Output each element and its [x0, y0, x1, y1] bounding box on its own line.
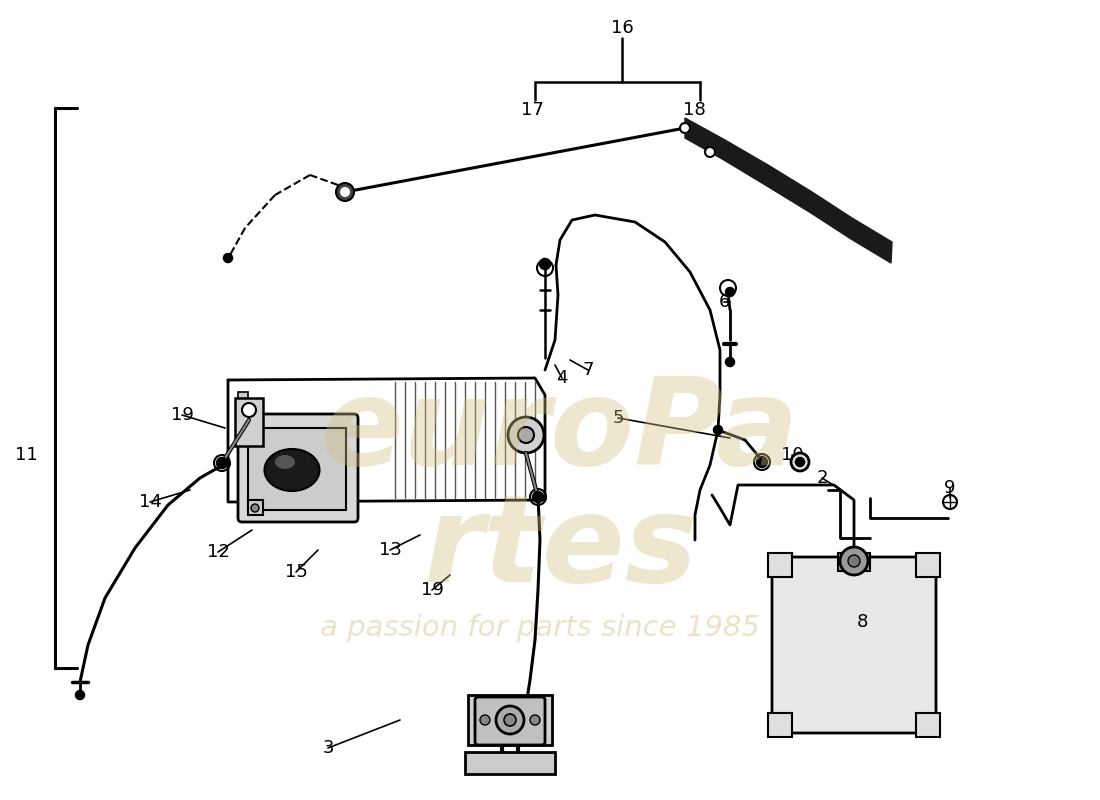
- Text: 14: 14: [139, 493, 162, 511]
- Text: 13: 13: [378, 541, 402, 559]
- Text: 18: 18: [683, 101, 705, 119]
- Text: 12: 12: [207, 543, 230, 561]
- Circle shape: [242, 403, 256, 417]
- Bar: [768, 553, 792, 577]
- Text: 8: 8: [856, 613, 868, 631]
- Bar: [235, 398, 263, 446]
- Text: 2: 2: [816, 469, 827, 487]
- Circle shape: [714, 426, 722, 434]
- Text: a passion for parts since 1985: a passion for parts since 1985: [320, 614, 760, 642]
- Circle shape: [518, 427, 534, 443]
- Text: 5: 5: [613, 409, 624, 427]
- Circle shape: [791, 453, 808, 471]
- Circle shape: [726, 358, 734, 366]
- Circle shape: [540, 259, 550, 269]
- Text: 17: 17: [520, 101, 543, 119]
- Circle shape: [848, 555, 860, 567]
- Bar: [248, 500, 263, 515]
- FancyBboxPatch shape: [238, 414, 358, 522]
- Text: 11: 11: [14, 446, 37, 464]
- Bar: [916, 713, 940, 737]
- Text: 6: 6: [718, 293, 729, 311]
- Bar: [465, 752, 556, 774]
- Bar: [248, 428, 346, 510]
- Circle shape: [76, 691, 84, 699]
- Bar: [916, 553, 940, 577]
- Bar: [468, 695, 552, 745]
- Text: 15: 15: [285, 563, 307, 581]
- FancyBboxPatch shape: [475, 697, 544, 745]
- Text: 16: 16: [610, 19, 634, 37]
- Ellipse shape: [275, 455, 295, 469]
- Circle shape: [480, 715, 490, 725]
- Circle shape: [508, 417, 544, 453]
- Circle shape: [496, 706, 524, 734]
- Circle shape: [840, 547, 868, 575]
- Circle shape: [705, 147, 715, 157]
- Circle shape: [534, 492, 543, 502]
- Circle shape: [224, 254, 232, 262]
- Bar: [238, 425, 248, 433]
- Text: 7: 7: [582, 361, 594, 379]
- Bar: [238, 392, 248, 400]
- Bar: [238, 458, 248, 466]
- Text: euroPa
rtes: euroPa rtes: [321, 373, 800, 607]
- Ellipse shape: [264, 449, 319, 491]
- Bar: [838, 553, 870, 571]
- Text: 4: 4: [557, 369, 568, 387]
- Circle shape: [504, 714, 516, 726]
- Circle shape: [336, 183, 354, 201]
- Text: 3: 3: [322, 739, 333, 757]
- FancyBboxPatch shape: [772, 557, 936, 733]
- Circle shape: [757, 457, 767, 467]
- Text: 19: 19: [420, 581, 443, 599]
- Circle shape: [726, 288, 734, 296]
- Text: 19: 19: [170, 406, 194, 424]
- Text: 10: 10: [781, 446, 803, 464]
- Text: 1: 1: [484, 753, 496, 771]
- Text: 9: 9: [944, 479, 956, 497]
- Polygon shape: [685, 118, 892, 263]
- Circle shape: [680, 123, 690, 133]
- Circle shape: [796, 458, 804, 466]
- Bar: [768, 713, 792, 737]
- Circle shape: [217, 458, 227, 468]
- Circle shape: [530, 715, 540, 725]
- Circle shape: [340, 187, 350, 197]
- Circle shape: [251, 504, 258, 512]
